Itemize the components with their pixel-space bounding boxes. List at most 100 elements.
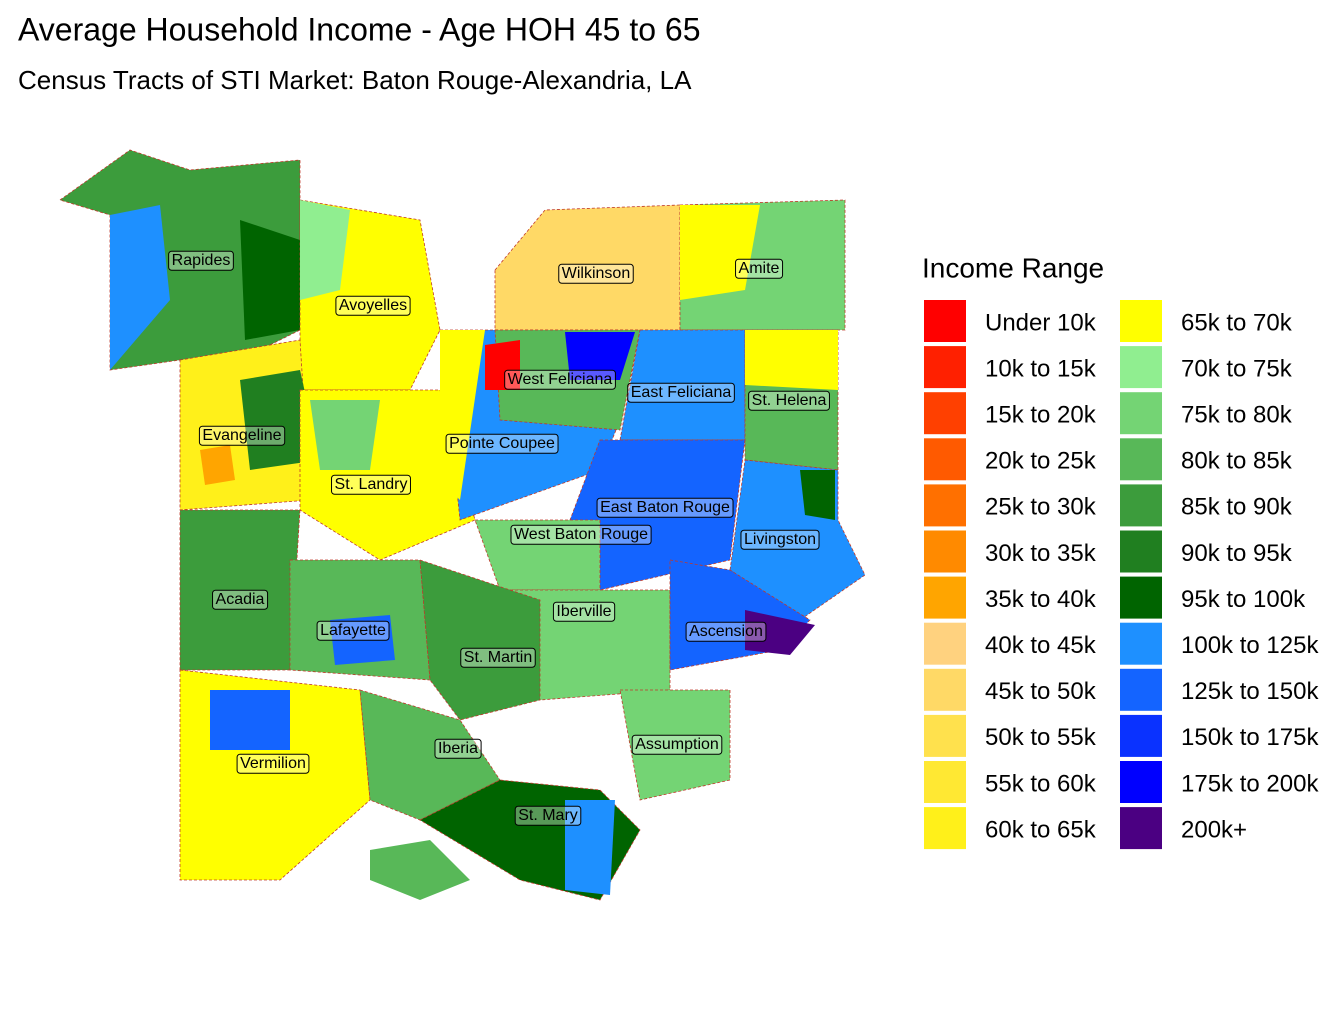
parish-label: Assumption	[635, 736, 719, 753]
legend-label: 30k to 35k	[985, 540, 1097, 567]
parish-area	[310, 400, 380, 470]
legend-label: 35k to 40k	[985, 586, 1097, 613]
parish-label-box	[434, 738, 482, 759]
parish-label: Rapides	[172, 252, 231, 269]
legend-swatch	[1120, 530, 1162, 573]
parish-label-box	[740, 529, 820, 550]
parish-label: St. Martin	[464, 649, 532, 666]
parish-label: Ascension	[689, 623, 763, 640]
parish-label: Vermilion	[240, 755, 306, 772]
legend-label: 95k to 100k	[1181, 586, 1306, 613]
parish-label-box	[685, 621, 767, 642]
legend-swatch	[924, 761, 966, 803]
parish-label-box	[331, 474, 411, 495]
legend-label: Under 10k	[985, 309, 1097, 336]
parish-label: St. Landry	[335, 476, 408, 493]
parish-label-box	[631, 734, 723, 755]
parish-label: Wilkinson	[562, 265, 630, 282]
parish-area	[680, 205, 760, 300]
parish-area	[565, 800, 615, 895]
parish-label-box	[168, 250, 234, 271]
parish-label: St. Helena	[752, 392, 827, 409]
legend: Under 10k 10k to 15k 15k to 20k 20k to 25k 2…	[924, 300, 1319, 850]
legend-swatch	[1120, 622, 1162, 665]
legend-swatch	[924, 622, 966, 665]
parish-label-box	[748, 390, 830, 411]
legend-label: 45k to 50k	[985, 678, 1097, 705]
parish-area	[110, 205, 170, 370]
legend-swatch	[924, 438, 966, 481]
parish-area	[745, 610, 815, 655]
legend-swatch	[924, 668, 966, 711]
legend-swatch	[924, 300, 966, 342]
legend-label: 70k to 75k	[1181, 355, 1293, 382]
parish-label-box	[510, 524, 652, 545]
parish-label: Iberville	[556, 603, 611, 620]
legend-label: 15k to 20k	[985, 402, 1097, 429]
legend-label: 50k to 55k	[985, 724, 1097, 751]
parish-label-box	[198, 425, 286, 446]
legend-label: 25k to 30k	[985, 494, 1097, 521]
legend-swatch	[1120, 438, 1162, 481]
parish-label: Iberia	[438, 740, 478, 757]
legend-label: 90k to 95k	[1181, 540, 1293, 567]
parish-area	[745, 330, 838, 390]
map-subtitle: Census Tracts of STI Market: Baton Rouge…	[18, 65, 692, 95]
legend-swatch	[924, 714, 966, 757]
legend-swatch	[1120, 392, 1162, 435]
parish-label: East Feliciana	[631, 384, 732, 401]
parish-label-box	[316, 620, 390, 641]
parish-label: Amite	[739, 260, 780, 277]
legend-label: 150k to 175k	[1181, 724, 1319, 751]
legend-swatch	[1120, 484, 1162, 527]
legend-swatch	[1120, 714, 1162, 757]
parish-label-box	[735, 258, 784, 279]
parish-area	[440, 330, 485, 500]
legend-label: 100k to 125k	[1181, 632, 1319, 659]
legend-label: 200k+	[1181, 816, 1247, 843]
parish-label-box	[504, 369, 616, 390]
legend-swatch	[1120, 576, 1162, 619]
legend-label: 55k to 60k	[985, 770, 1097, 797]
parish-area	[370, 840, 470, 900]
parish-area	[485, 340, 520, 390]
legend-swatch	[924, 484, 966, 527]
parish-label-box	[445, 433, 559, 454]
legend-label: 75k to 80k	[1181, 402, 1293, 429]
parish-label: Pointe Coupee	[449, 435, 555, 452]
parish-label: Acadia	[216, 591, 265, 608]
parish-label-box	[460, 647, 536, 668]
parish-area	[200, 445, 235, 485]
legend-title: Income Range	[922, 252, 1104, 283]
parish-area	[300, 200, 350, 300]
parish-area	[419, 559, 541, 721]
parish-label: West Feliciana	[508, 371, 613, 388]
parish-label-box	[335, 295, 411, 316]
legend-swatch	[1120, 761, 1162, 803]
legend-label: 125k to 150k	[1181, 678, 1319, 705]
legend-label: 40k to 45k	[985, 632, 1097, 659]
legend-label: 20k to 25k	[985, 448, 1097, 475]
legend-label: 10k to 15k	[985, 355, 1097, 382]
legend-label: 85k to 90k	[1181, 494, 1293, 521]
parish-label: Lafayette	[320, 622, 386, 639]
legend-label: 60k to 65k	[985, 816, 1097, 843]
parish-label-box	[558, 263, 634, 284]
legend-swatch	[924, 807, 966, 850]
legend-swatch	[1120, 300, 1162, 342]
parish-label-box	[212, 589, 269, 610]
parish-label: Evangeline	[202, 427, 281, 444]
parish-area	[569, 439, 746, 591]
legend-swatch	[1120, 807, 1162, 850]
parish-area	[800, 470, 835, 520]
parish-area	[565, 332, 635, 380]
legend-swatch	[1120, 668, 1162, 711]
legend-swatch	[924, 346, 966, 389]
legend-label: 65k to 70k	[1181, 309, 1293, 336]
parish-label: St. Mary	[518, 807, 578, 824]
legend-label: 80k to 85k	[1181, 448, 1293, 475]
legend-swatch	[924, 392, 966, 435]
legend-label: 175k to 200k	[1181, 770, 1319, 797]
legend-swatch	[1120, 346, 1162, 389]
parish-label-box	[596, 497, 734, 518]
